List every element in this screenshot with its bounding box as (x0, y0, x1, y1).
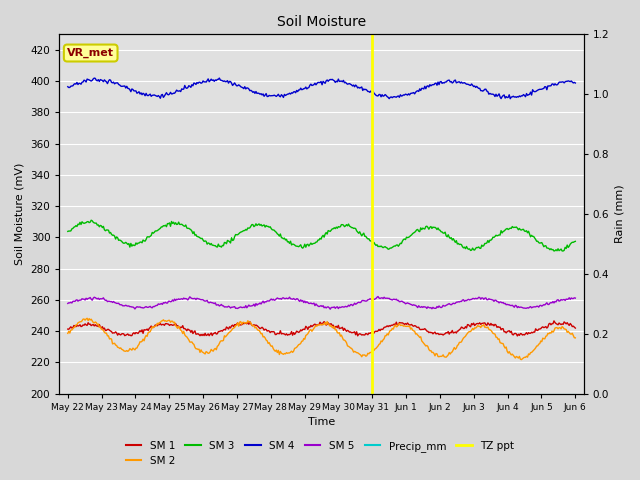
Text: VR_met: VR_met (67, 48, 114, 58)
Y-axis label: Soil Moisture (mV): Soil Moisture (mV) (15, 163, 25, 265)
X-axis label: Time: Time (308, 417, 335, 427)
Legend: SM 1, SM 2, SM 3, SM 4, SM 5, Precip_mm, TZ ppt: SM 1, SM 2, SM 3, SM 4, SM 5, Precip_mm,… (122, 436, 518, 470)
Y-axis label: Rain (mm): Rain (mm) (615, 185, 625, 243)
Title: Soil Moisture: Soil Moisture (277, 15, 366, 29)
